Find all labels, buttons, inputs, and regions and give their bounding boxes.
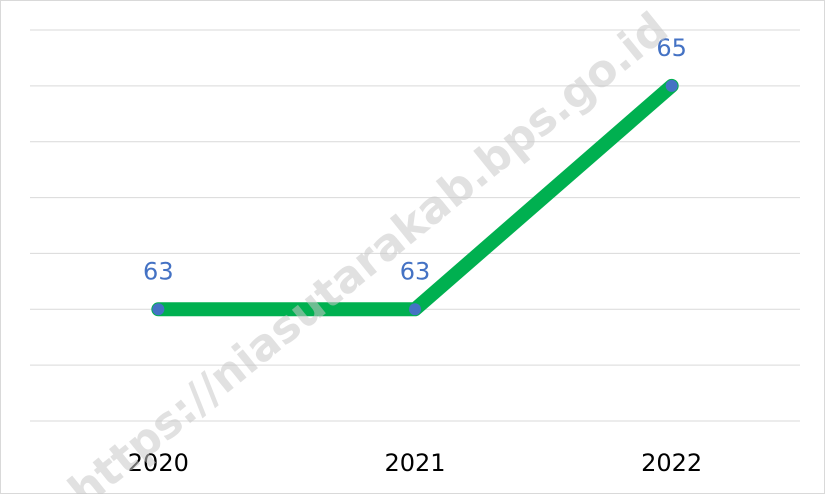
data-point bbox=[409, 303, 421, 316]
data-point bbox=[152, 303, 165, 316]
data-point bbox=[665, 79, 678, 92]
data-label: 63 bbox=[400, 257, 431, 285]
x-tick-label: 2020 bbox=[128, 449, 189, 477]
x-tick-label: 2022 bbox=[641, 449, 702, 477]
data-label: 65 bbox=[656, 34, 687, 62]
x-tick-label: 2021 bbox=[384, 449, 445, 477]
data-label: 63 bbox=[143, 257, 174, 285]
